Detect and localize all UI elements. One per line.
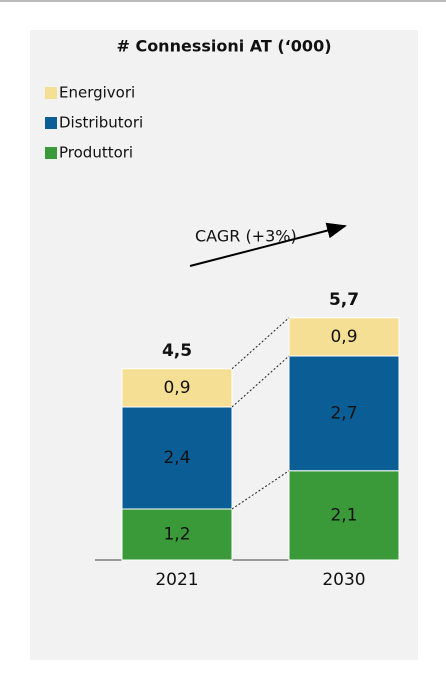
bar-segment — [121, 368, 233, 408]
bar-segment — [121, 406, 233, 510]
legend-swatch — [45, 117, 57, 129]
legend-swatch — [45, 147, 57, 159]
chart-title: # Connessioni AT (‘000) — [116, 37, 331, 56]
legend-swatch — [45, 87, 57, 99]
connector — [231, 355, 290, 408]
bar-segment — [288, 355, 400, 472]
value-label: 2,7 — [330, 403, 357, 423]
value-label: 1,2 — [163, 525, 190, 545]
legend-label: Produttori — [59, 144, 133, 162]
value-label: 2,1 — [330, 505, 357, 525]
connector — [231, 470, 290, 510]
connector — [231, 317, 290, 370]
total-label: 4,5 — [162, 341, 192, 361]
value-label: 2,4 — [163, 448, 190, 468]
cagr-arrow — [189, 222, 347, 267]
bar-segment — [288, 317, 400, 357]
value-label: 0,9 — [330, 327, 357, 347]
total-label: 5,7 — [329, 290, 359, 310]
legend-label: Energivori — [59, 84, 135, 102]
legend-label: Distributori — [59, 114, 143, 132]
x-tick-label: 2021 — [155, 570, 198, 590]
value-label: 0,9 — [163, 378, 190, 398]
annotation: CAGR (+3%) — [195, 227, 297, 246]
x-tick-label: 2030 — [322, 570, 365, 590]
bar-segment — [121, 508, 233, 561]
